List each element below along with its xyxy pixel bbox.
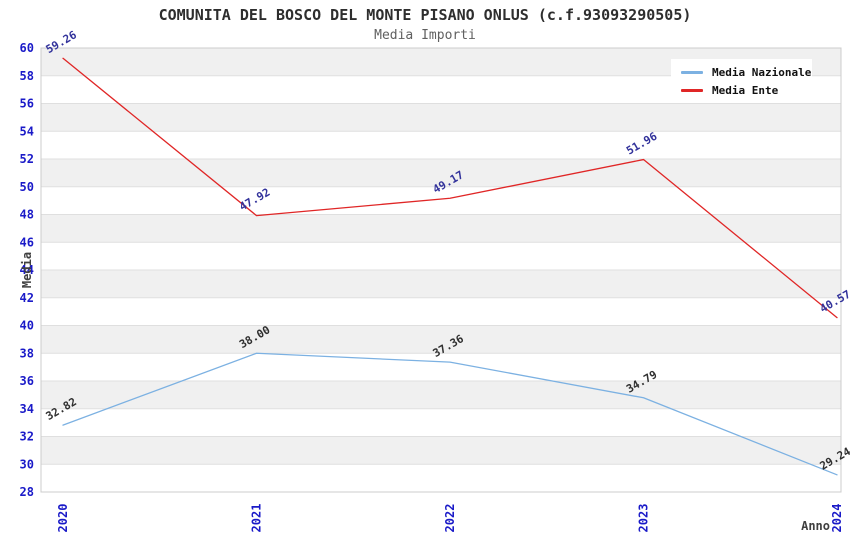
plot-band bbox=[41, 325, 841, 354]
y-tick-label: 46 bbox=[20, 235, 34, 249]
legend-item-media-nazionale: Media Nazionale bbox=[681, 66, 812, 79]
y-tick-label: 40 bbox=[20, 319, 34, 333]
legend: Media Nazionale Media Ente bbox=[671, 59, 812, 103]
y-tick-label: 36 bbox=[20, 374, 34, 388]
plot-band bbox=[41, 270, 841, 298]
plot-band bbox=[41, 353, 841, 381]
y-tick-label: 42 bbox=[20, 291, 34, 305]
plot-band bbox=[41, 131, 841, 159]
legend-label-media-ente: Media Ente bbox=[712, 83, 779, 97]
y-tick-label: 56 bbox=[20, 97, 34, 111]
legend-swatch-media-ente bbox=[681, 88, 703, 92]
legend-item-media-ente: Media Ente bbox=[681, 84, 812, 97]
plot-band bbox=[41, 103, 841, 132]
plot-band bbox=[41, 408, 841, 437]
y-tick-label: 50 bbox=[20, 180, 34, 194]
x-tick-label: 2020 bbox=[56, 504, 70, 533]
chart-title: COMUNITA DEL BOSCO DEL MONTE PISANO ONLU… bbox=[158, 6, 692, 24]
plot-band bbox=[41, 214, 841, 243]
x-tick-label: 2024 bbox=[830, 504, 844, 533]
series-line-media-ente bbox=[62, 57, 838, 319]
series-line-media-nazionale bbox=[62, 352, 838, 476]
plot-frame bbox=[40, 47, 842, 493]
y-tick-label: 60 bbox=[20, 41, 34, 55]
y-tick-label: 28 bbox=[20, 485, 34, 499]
x-tick-label: 2021 bbox=[250, 504, 264, 533]
x-axis-title: Anno bbox=[801, 519, 830, 533]
y-axis-title: Media bbox=[20, 251, 34, 289]
y-tick-label: 38 bbox=[20, 346, 34, 360]
y-tick-label: 54 bbox=[20, 124, 34, 138]
y-tick-label: 52 bbox=[20, 152, 34, 166]
y-tick-label: 32 bbox=[20, 430, 34, 444]
plot-band bbox=[41, 436, 841, 465]
plot-band bbox=[41, 159, 841, 187]
plot-band bbox=[41, 381, 841, 409]
y-tick-label: 58 bbox=[20, 69, 34, 83]
plot-band bbox=[41, 297, 841, 326]
plot-band bbox=[41, 464, 841, 492]
x-tick-label: 2022 bbox=[443, 504, 457, 533]
chart-subtitle: Media Importi bbox=[374, 28, 476, 43]
x-tick-label: 2023 bbox=[637, 504, 651, 533]
y-tick-label: 44 bbox=[20, 263, 34, 277]
y-tick-label: 34 bbox=[20, 402, 34, 416]
y-tick-label: 48 bbox=[20, 208, 34, 222]
plot-band bbox=[41, 242, 841, 270]
plot-band bbox=[41, 186, 841, 215]
legend-label-media-nazionale: Media Nazionale bbox=[712, 65, 812, 79]
y-tick-label: 30 bbox=[20, 457, 34, 471]
legend-swatch-media-nazionale bbox=[681, 70, 703, 74]
